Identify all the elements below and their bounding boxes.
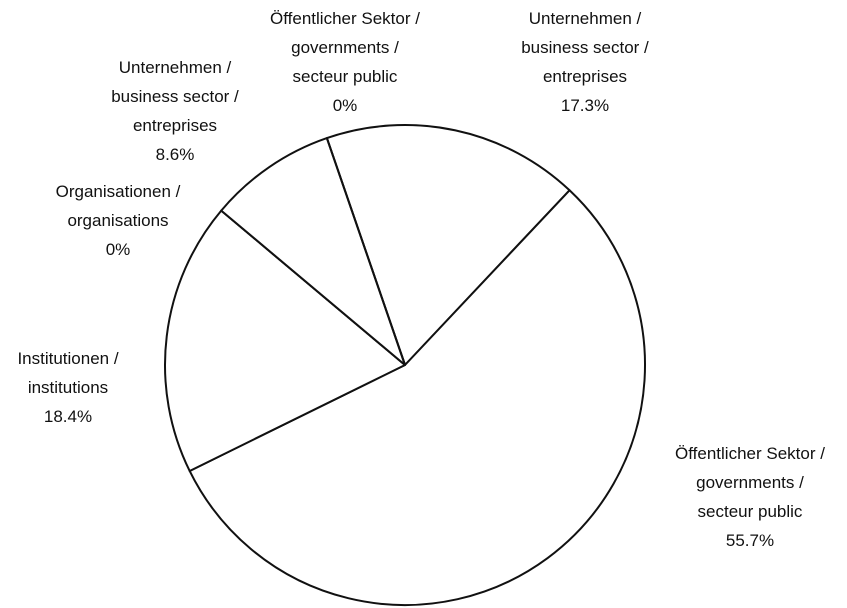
slice-value-label: 8.6% (155, 145, 195, 164)
slice-label: Unternehmen / business sector / entrepri… (111, 58, 239, 135)
slice-label: Institutionen / institutions (17, 349, 119, 397)
pie-slice (325, 137, 406, 366)
slice-value-label: 17.3% (560, 96, 610, 115)
slice-value-label: 0% (332, 96, 358, 115)
slice-label: Organisationen / organisations (55, 182, 181, 230)
slice-value-label: 0% (105, 240, 131, 259)
pie-slice (188, 189, 646, 607)
pie-slice (164, 209, 406, 472)
slice-value-label: 18.4% (43, 407, 93, 426)
slice-value-label: 55.7% (725, 531, 775, 550)
slice-label: Öffentlicher Sektor / governments / sect… (270, 9, 420, 86)
slice-label: Unternehmen / business sector / entrepri… (521, 9, 649, 86)
pie-slice (220, 137, 406, 366)
pie-slice (325, 124, 571, 366)
slice-label: Öffentlicher Sektor / governments / sect… (675, 444, 825, 521)
